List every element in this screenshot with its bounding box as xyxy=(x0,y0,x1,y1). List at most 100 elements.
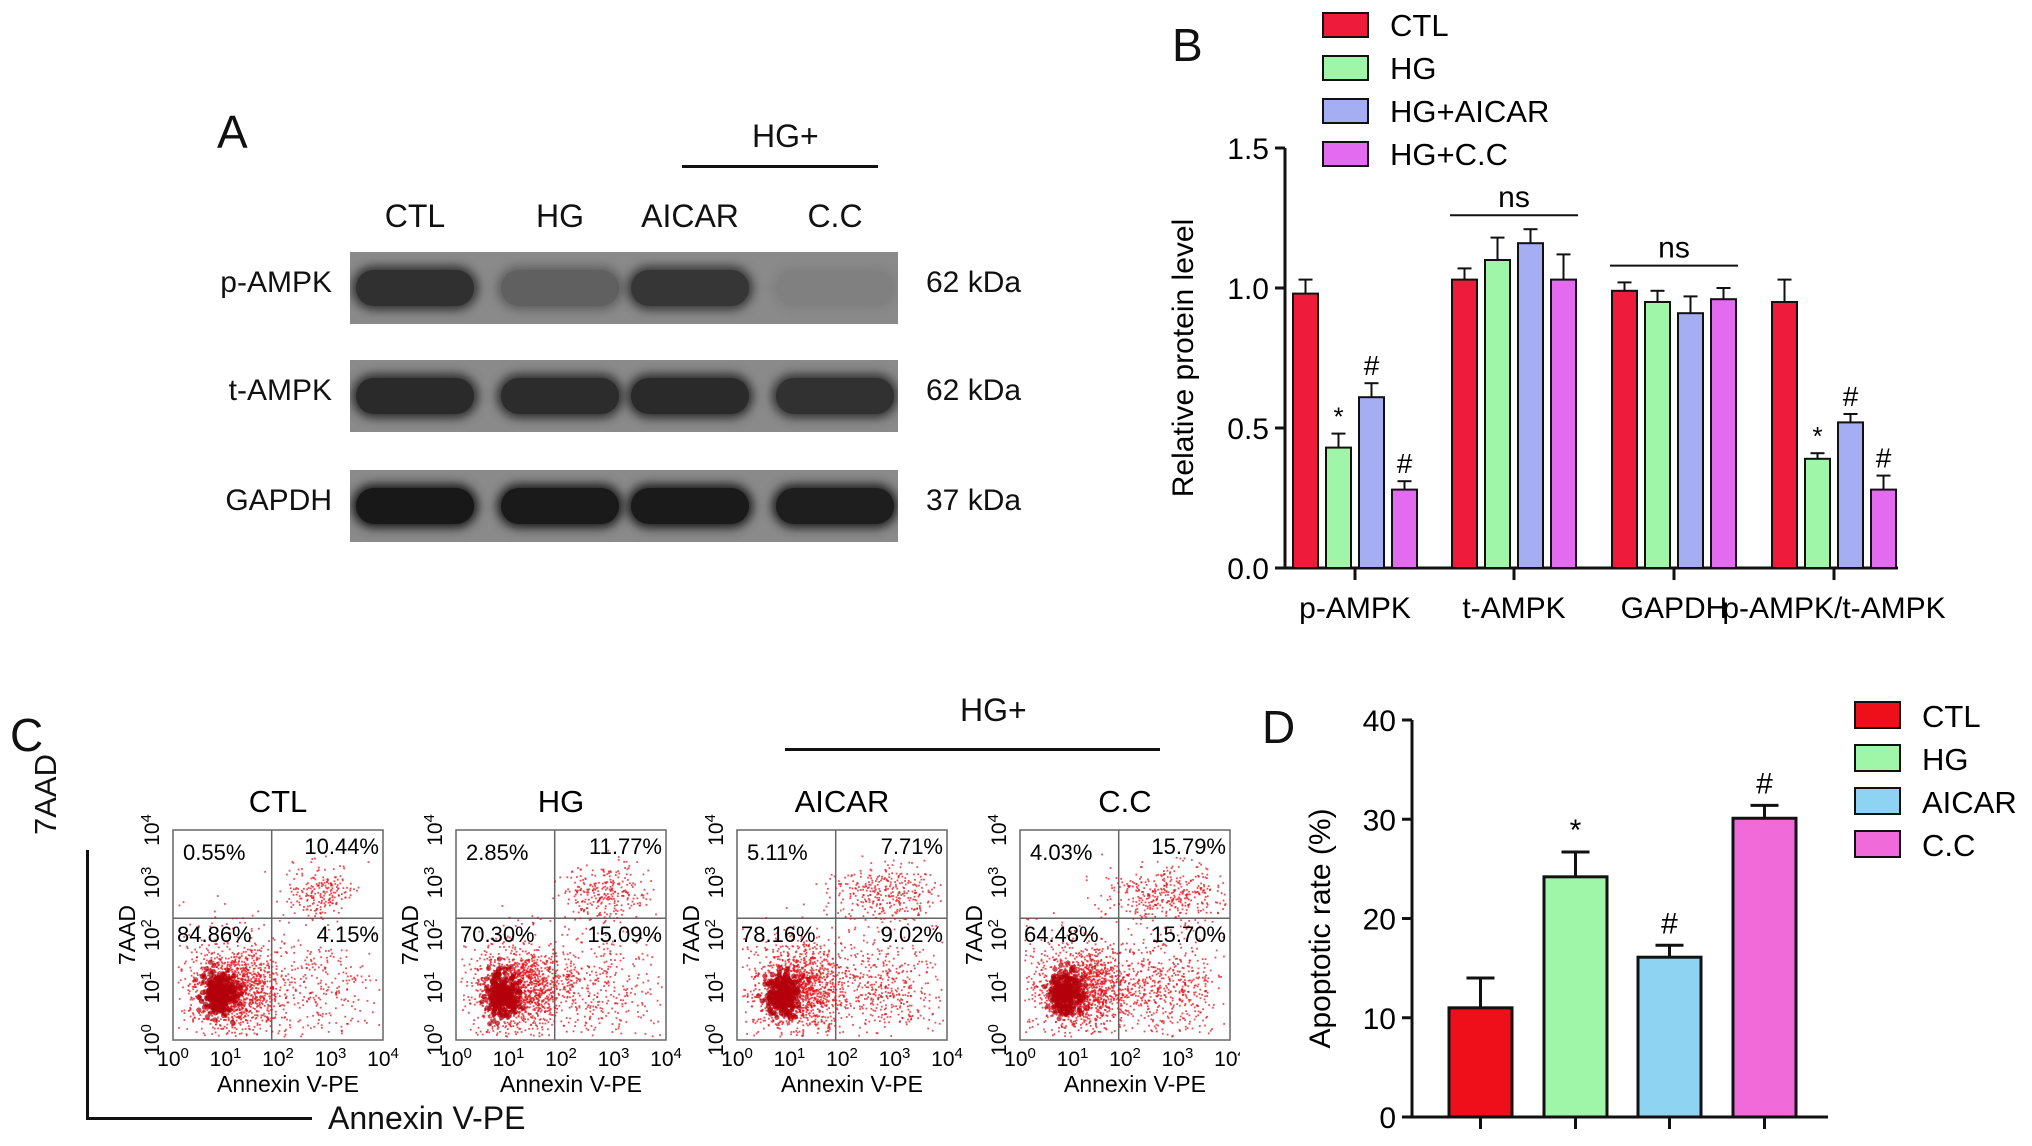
facs-event-dot xyxy=(556,975,559,978)
facs-event-dot xyxy=(463,994,465,997)
facs-event-dot xyxy=(476,968,479,970)
facs-event-dot xyxy=(589,883,592,886)
facs-event-dot xyxy=(795,1010,797,1012)
facs-event-dot xyxy=(616,910,619,913)
bar-GAPDH-HG+C.C xyxy=(1710,298,1737,569)
facs-event-dot xyxy=(253,1032,256,1035)
facs-event-dot xyxy=(797,939,799,942)
facs-event-dot xyxy=(247,993,250,996)
facs-event-dot xyxy=(526,963,528,965)
facs-event-dot xyxy=(778,1027,781,1030)
facs-event-dot xyxy=(618,1023,621,1026)
facs-event-dot xyxy=(848,970,850,973)
facs-event-dot xyxy=(580,893,582,896)
facs-event-dot xyxy=(810,1004,813,1007)
facs-event-dot xyxy=(254,943,257,946)
facs-event-dot xyxy=(244,1028,247,1030)
facs-event-dot xyxy=(536,969,539,972)
facs-event-dot xyxy=(631,1001,634,1003)
facs-event-dot xyxy=(234,959,237,962)
facs-event-dot xyxy=(537,1006,540,1009)
facs-event-dot xyxy=(548,993,551,996)
facs-event-dot xyxy=(233,971,235,974)
facs-event-dot xyxy=(220,967,222,969)
bar-GAPDH-HG+AICAR xyxy=(1677,312,1704,570)
facs-event-dot xyxy=(313,957,315,960)
facs-event-dot xyxy=(549,1011,552,1014)
facs-event-dot xyxy=(223,1025,226,1028)
facs-event-dot xyxy=(821,1010,824,1013)
facs-event-dense xyxy=(496,994,502,1001)
facs-event-dot xyxy=(324,904,327,906)
facs-event-dot xyxy=(258,957,261,960)
facs-event-dot xyxy=(607,898,609,901)
facs-event-dot xyxy=(250,980,253,983)
facs-event-dot xyxy=(322,883,325,886)
facs-event-dot xyxy=(609,881,612,884)
facs-event-dot xyxy=(347,1000,349,1002)
facs-event-dot xyxy=(647,979,650,982)
facs-event-dot xyxy=(534,1002,537,1005)
facs-event-dot xyxy=(522,1017,525,1020)
facs-event-dot xyxy=(594,982,597,985)
facs-event-dot xyxy=(520,957,523,960)
facs-event-dense xyxy=(208,982,214,989)
facs-event-dot xyxy=(297,939,300,942)
facs-event-dot xyxy=(821,1016,824,1018)
facs-event-dot xyxy=(243,972,246,975)
facs-event-dot xyxy=(304,959,307,962)
facs-event-dot xyxy=(267,948,269,951)
facs-event-dot xyxy=(233,1010,236,1013)
facs-event-dot xyxy=(571,999,574,1002)
facs-event-dot xyxy=(250,962,253,964)
facs-event-dot xyxy=(527,970,530,973)
facs-event-dot xyxy=(811,996,814,999)
facs-event-dot xyxy=(304,986,307,989)
facs-events xyxy=(741,855,944,1038)
facs-event-dense xyxy=(225,967,231,974)
facs-event-dot xyxy=(540,966,543,969)
facs-event-dot xyxy=(485,1031,488,1033)
facs-event-dot xyxy=(801,987,804,989)
facs-event-dot xyxy=(481,983,484,986)
facs-event-dot xyxy=(266,999,268,1002)
ns-label: ns xyxy=(1498,181,1530,214)
facs-event-dot xyxy=(234,1034,237,1037)
facs-event-dot xyxy=(550,958,552,961)
facs-event-dot xyxy=(573,968,576,971)
facs-event-dot xyxy=(314,909,316,912)
facs-event-dot xyxy=(238,957,241,960)
facs-event-dot xyxy=(234,960,236,963)
facs-event-dot xyxy=(814,1015,817,1018)
facs-event-dot xyxy=(307,894,310,897)
facs-event-dot xyxy=(254,972,256,975)
facs-event-dot xyxy=(253,992,256,994)
facs-event-dot xyxy=(515,1023,518,1026)
facs-event-dot xyxy=(610,943,613,946)
facs-event-dot xyxy=(555,1004,558,1007)
facs-event-dot xyxy=(233,1006,236,1009)
facs-event-dot xyxy=(506,1018,509,1021)
facs-event-dot xyxy=(619,953,622,955)
facs-event-dot xyxy=(801,916,804,919)
facs-event-dot xyxy=(635,941,638,944)
facs-event-dot xyxy=(232,963,235,966)
facs-event-dot xyxy=(245,967,248,970)
facs-event-dot xyxy=(259,991,262,994)
facs-event-dot xyxy=(589,1015,592,1018)
facs-event-dot xyxy=(636,977,639,980)
facs-event-dot xyxy=(210,1018,213,1021)
facs-event-dot xyxy=(250,994,252,997)
facs-event-dot xyxy=(213,1027,216,1030)
facs-x-axis-label: Annexin V-PE xyxy=(217,1071,359,1097)
facs-event-dot xyxy=(210,953,213,955)
facs-event-dot xyxy=(580,907,582,910)
facs-event-dot xyxy=(585,1027,588,1030)
facs-event-dot xyxy=(308,992,311,995)
facs-event-dot xyxy=(568,992,571,994)
facs-event-dot xyxy=(464,1005,467,1008)
facs-event-dot xyxy=(227,932,230,935)
facs-event-dot xyxy=(247,977,250,980)
facs-event-dot xyxy=(478,995,481,998)
facs-event-dot xyxy=(812,1020,815,1023)
